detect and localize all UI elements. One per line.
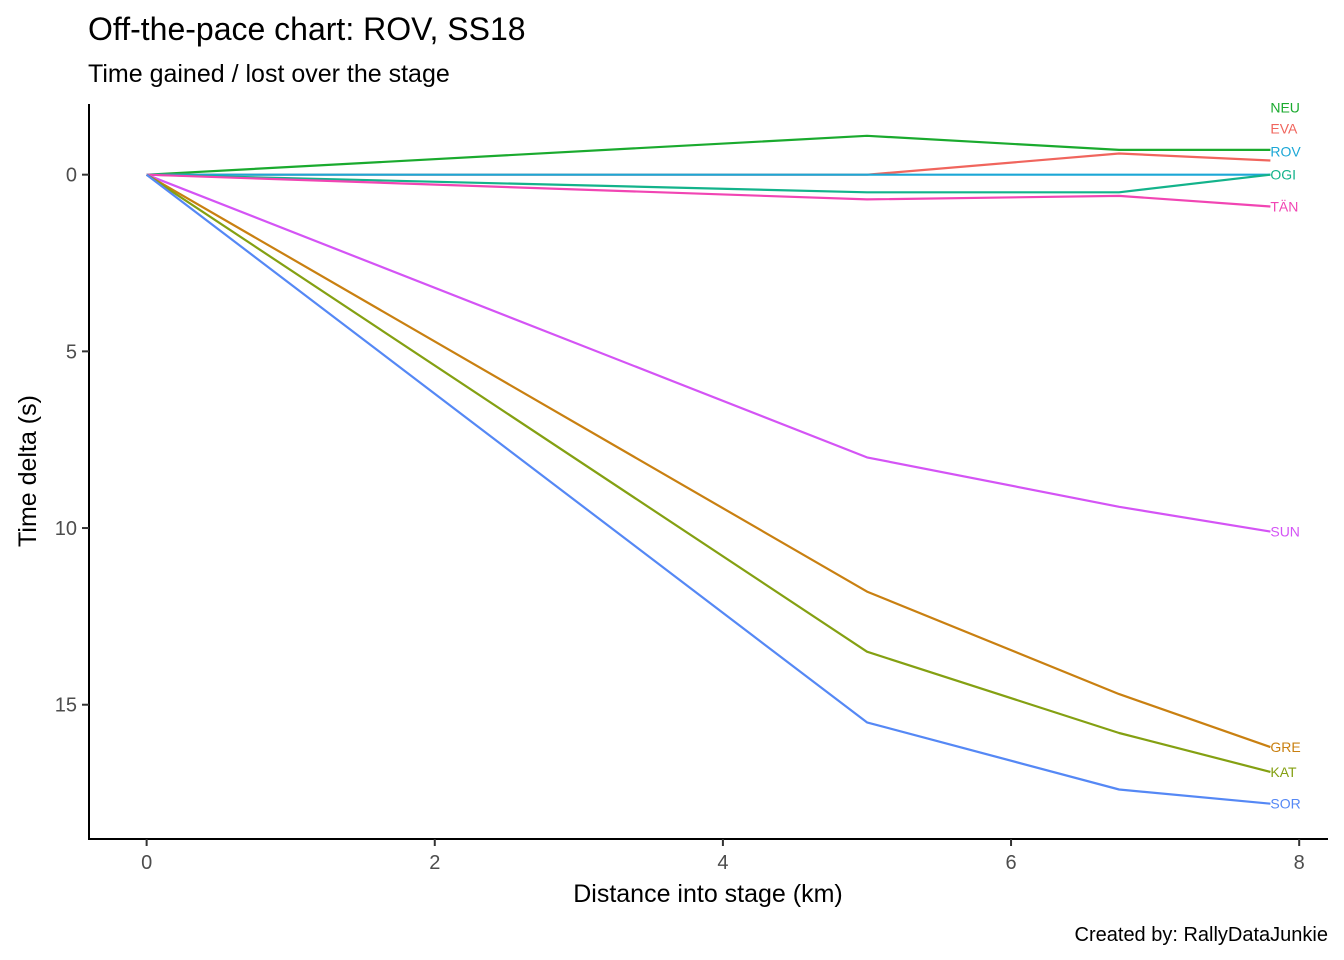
series-line-neu xyxy=(146,134,1271,176)
chart-caption: Created by: RallyDataJunkie xyxy=(1075,924,1328,946)
series-label-ogi: OGI xyxy=(1270,167,1296,183)
chart-title: Off-the-pace chart: ROV, SS18 xyxy=(88,11,526,47)
x-axis-ticks: 0 2 4 6 8 xyxy=(141,839,1305,874)
series-line-eva xyxy=(146,152,1271,176)
series-line-ogi xyxy=(146,173,1271,194)
y-tick-label: 10 xyxy=(55,518,77,540)
series-label-neu: NEU xyxy=(1270,100,1300,116)
y-axis-ticks: 0 5 10 15 xyxy=(55,165,89,717)
series-label-kat: KAT xyxy=(1270,764,1297,780)
series-label-gre: GRE xyxy=(1270,739,1300,755)
series-line-gre xyxy=(146,173,1271,749)
plot-series xyxy=(145,134,1271,805)
series-label-eva: EVA xyxy=(1270,121,1298,137)
x-tick-label: 0 xyxy=(141,852,152,874)
y-axis-title: Time delta (s) xyxy=(14,395,42,547)
series-labels: NEU EVA ROV OGI TÄN SUN GRE KAT SOR xyxy=(1270,100,1301,812)
series-line-sun xyxy=(146,173,1271,533)
x-tick-label: 8 xyxy=(1294,852,1305,874)
series-label-sor: SOR xyxy=(1270,796,1300,812)
series-label-tän: TÄN xyxy=(1270,198,1298,214)
x-tick-label: 6 xyxy=(1005,852,1016,874)
series-line-kat xyxy=(145,173,1271,773)
x-tick-label: 4 xyxy=(717,852,728,874)
y-tick-label: 15 xyxy=(55,695,77,717)
series-label-sun: SUN xyxy=(1270,524,1300,540)
series-label-rov: ROV xyxy=(1270,144,1301,160)
x-tick-label: 2 xyxy=(429,852,440,874)
y-tick-label: 0 xyxy=(66,165,77,187)
series-line-tän xyxy=(146,173,1271,208)
series-line-sor xyxy=(145,173,1271,805)
x-axis-title: Distance into stage (km) xyxy=(573,880,843,908)
chart-subtitle: Time gained / lost over the stage xyxy=(88,60,450,88)
y-tick-label: 5 xyxy=(66,341,77,363)
